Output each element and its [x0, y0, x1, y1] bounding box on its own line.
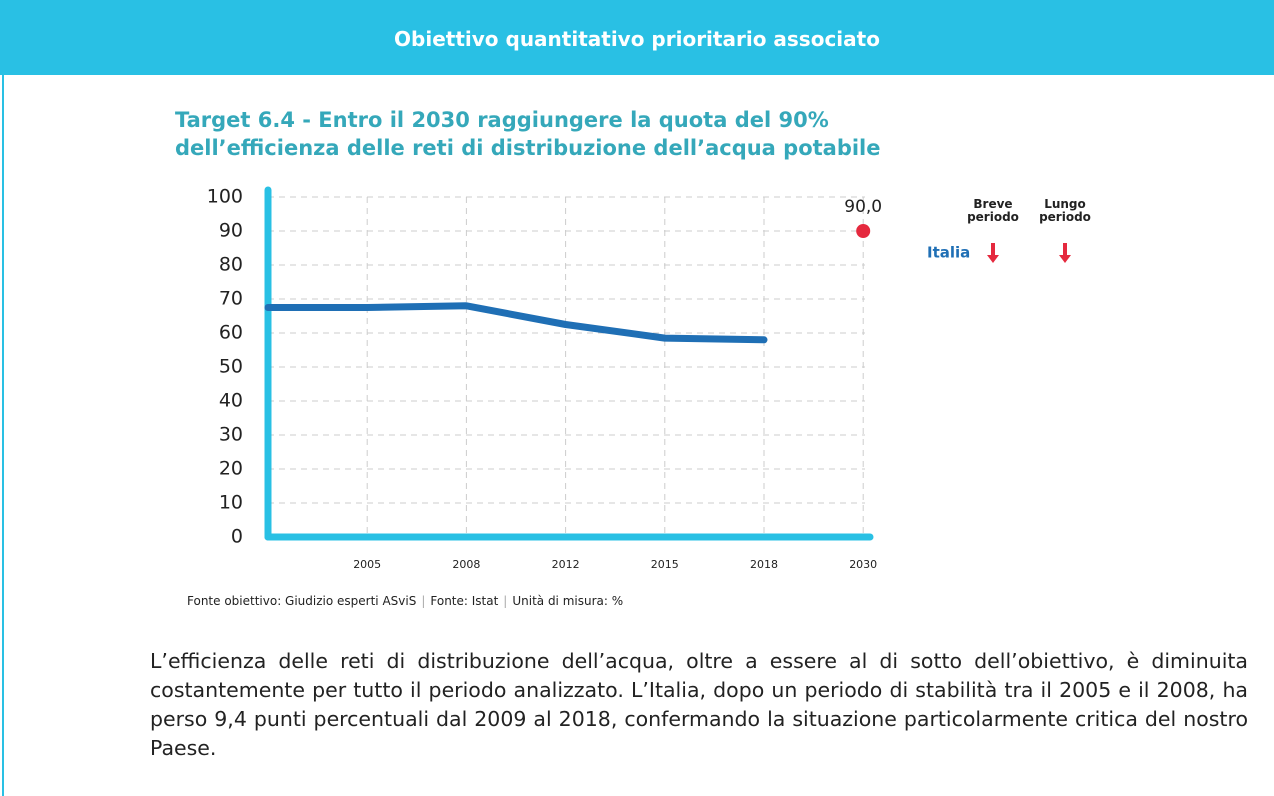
y-tick-label: 70: [219, 288, 243, 310]
x-tick-label: 2012: [552, 558, 580, 571]
trend-arrow: [1059, 243, 1071, 263]
y-tick-label: 20: [219, 458, 243, 480]
x-tick-label: 2005: [353, 558, 381, 571]
y-tick-label: 40: [219, 390, 243, 412]
left-border: [2, 75, 4, 796]
legend-label: Italia: [927, 244, 970, 262]
source: Fonte obiettivo: Giudizio esperti ASviS |…: [187, 594, 623, 608]
chart-title: Target 6.4 - Entro il 2030 raggiungere l…: [175, 108, 881, 160]
separator: |: [503, 594, 508, 608]
source-item: Unità di misura: %: [512, 594, 624, 608]
line: [264, 302, 768, 344]
header: Obiettivo quantitativo prioritario assoc…: [0, 0, 1274, 75]
separator: |: [421, 594, 426, 608]
y-tick-label: 100: [207, 186, 243, 208]
data-label: 90,0: [844, 197, 882, 217]
target-point: [856, 224, 871, 238]
x-tick-label: 2030: [849, 558, 877, 571]
source-item: Fonte obiettivo: Giudizio esperti ASviS: [187, 594, 417, 608]
trend-header: Breve periodo: [967, 197, 1019, 224]
y-tick-label: 50: [219, 356, 243, 378]
paragraph: L’efficienza delle reti di distribuzione…: [150, 649, 1248, 760]
y-tick-label: 60: [219, 322, 243, 344]
y-tick-label: 80: [219, 254, 243, 276]
x-tick-label: 2018: [750, 558, 778, 571]
source-item: Fonte: Istat: [430, 594, 499, 608]
y-tick-label: 0: [231, 526, 243, 548]
trend-arrow: [987, 243, 999, 263]
x-tick-label: 2015: [651, 558, 679, 571]
x-tick-label: 2008: [452, 558, 480, 571]
y-tick-label: 10: [219, 492, 243, 514]
trend-header: Lungo periodo: [1039, 197, 1091, 224]
y-tick-label: 90: [219, 220, 243, 242]
y-tick-label: 30: [219, 424, 243, 446]
